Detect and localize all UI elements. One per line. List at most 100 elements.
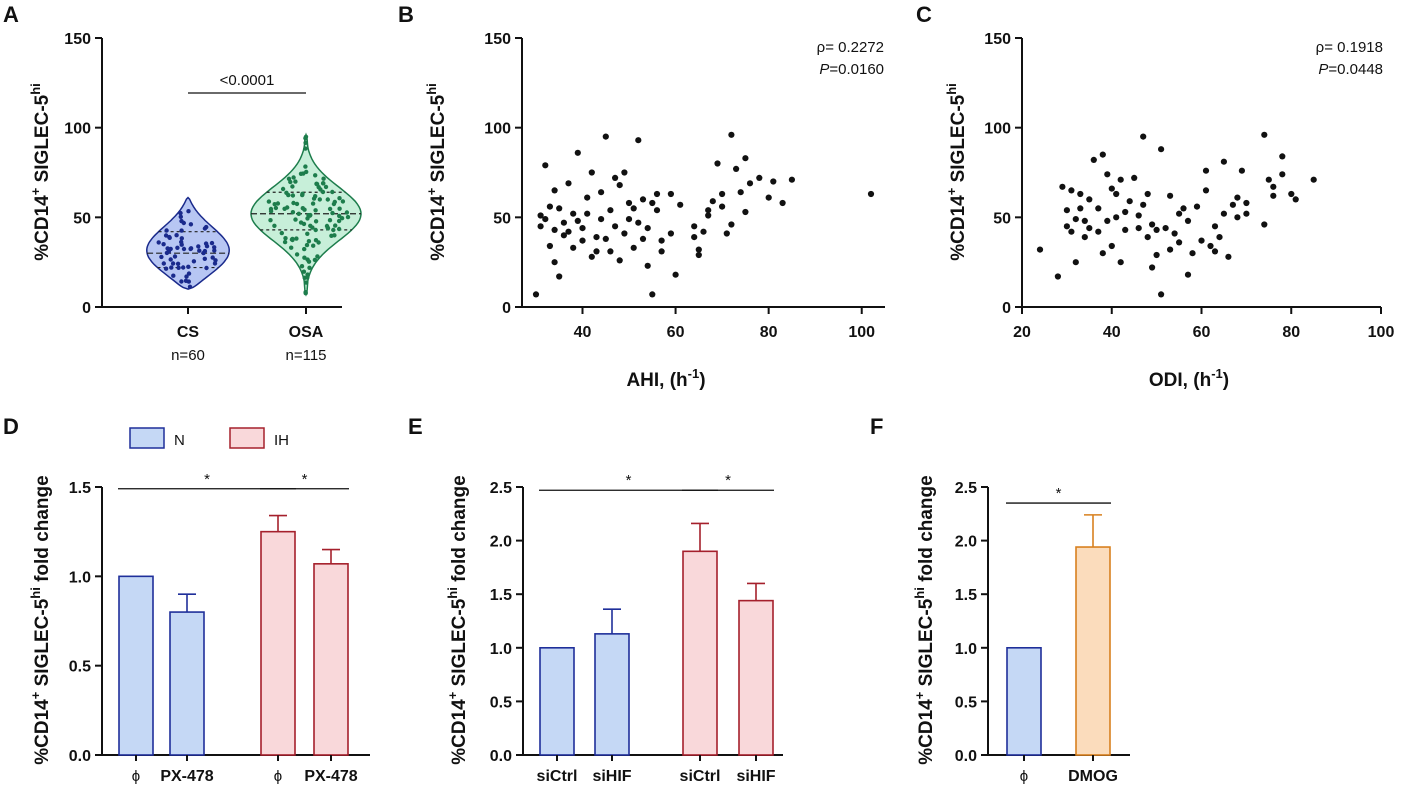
panel-b-x-tick-label: 100: [848, 324, 875, 341]
panel-c-point: [1167, 192, 1174, 199]
panel-c-point: [1140, 133, 1147, 140]
panel-b-point: [579, 225, 586, 232]
panel-b-point: [635, 137, 642, 144]
panel-a-dot: [302, 246, 307, 252]
panel-a-dot: [181, 220, 186, 226]
panel-a-dot: [312, 257, 318, 263]
panel-f-significance-label: *: [1056, 485, 1062, 502]
panel-a-dot: [340, 199, 346, 204]
panel-a-dot: [294, 201, 300, 207]
panel-a-dot: [311, 243, 316, 248]
panel-c-point: [1144, 190, 1151, 198]
panel-a-dot: [303, 290, 308, 295]
panel-a-dot: [186, 209, 191, 214]
panel-label-b: B: [398, 2, 414, 27]
panel-b-point: [542, 162, 549, 169]
panel-c-point: [1225, 253, 1232, 260]
panel-c-point: [1279, 171, 1286, 178]
panel-a-dot: [188, 246, 193, 252]
panel-c-point: [1288, 190, 1295, 198]
panel-a-dot: [307, 265, 312, 270]
panel-c-point: [1167, 246, 1174, 253]
panel-c-point: [1265, 176, 1272, 183]
panel-a-dot: [179, 228, 184, 233]
panel-a-dot: [313, 208, 318, 213]
panel-b-point: [537, 223, 544, 230]
panel-d-bar: [260, 530, 296, 756]
panel-b-point: [551, 187, 558, 194]
panel-b-point: [579, 237, 586, 244]
panel-a-dot: [304, 242, 310, 248]
panel-a-dot: [268, 209, 274, 214]
panel-c-point: [1090, 156, 1097, 163]
panel-b-point: [551, 259, 558, 266]
panel-b-point: [677, 201, 684, 208]
panel-b-point: [616, 182, 623, 189]
panel-a-dot: [268, 218, 273, 223]
panel-c-point: [1126, 198, 1133, 205]
panel-b-point: [649, 199, 656, 207]
panel-a-dot: [337, 206, 342, 211]
panel-b-point: [746, 180, 754, 187]
panel-c-point: [1140, 201, 1147, 208]
panel-c-point: [1122, 226, 1129, 233]
panel-b-x-tick-label: 40: [574, 324, 592, 341]
panel-c-point: [1176, 239, 1183, 246]
panel-a-dot: [272, 223, 277, 228]
panel-a-dot: [329, 233, 334, 238]
panel-b-point: [621, 230, 628, 237]
panel-b-x-tick-label: 60: [667, 324, 685, 341]
panel-f-y-tick-label: 2.0: [955, 534, 977, 551]
panel-a-dot: [168, 257, 173, 262]
panel-d-x-tick-label: ϕ: [274, 768, 282, 785]
panel-b-point: [653, 190, 661, 198]
panel-b-point: [867, 190, 875, 198]
panel-f-x-tick-label: ϕ: [1020, 768, 1028, 785]
panel-c-point: [1270, 192, 1277, 199]
panel-a-dot: [313, 227, 318, 233]
panel-d-bar: [118, 575, 154, 756]
panel-c-point: [1202, 167, 1210, 174]
panel-a-dot: [299, 264, 305, 269]
panel-e-y-tick-label: 2.5: [490, 480, 512, 497]
panel-b-point: [705, 212, 712, 219]
panel-c-point: [1279, 153, 1286, 160]
panel-e-y-tick-label: 1.5: [490, 587, 512, 604]
panel-c-pvalue: P=0.0448: [1318, 61, 1383, 78]
panel-a-dot: [333, 223, 338, 228]
panel-c-point: [1180, 205, 1187, 212]
panel-b-point: [691, 223, 698, 230]
panel-a-dot: [179, 242, 184, 247]
panel-e-significance-label: *: [725, 472, 731, 489]
panel-a-dot: [289, 245, 294, 250]
panel-d-x-tick-label: PX-478: [160, 768, 213, 785]
panel-b-point: [709, 198, 716, 205]
panel-c-point: [1171, 230, 1178, 237]
panel-f-y-tick-label: 1.0: [955, 641, 977, 658]
panel-label-e: E: [408, 414, 423, 439]
panel-c-y-tick-label: 150: [984, 31, 1011, 48]
panel-c-point: [1086, 225, 1093, 232]
panel-a-dot: [187, 284, 193, 289]
panel-e-significance-label: *: [626, 472, 632, 489]
panel-d-y-tick-label: 1.5: [69, 480, 91, 497]
panel-a-y-tick-label: 150: [64, 31, 91, 48]
panel-c-point: [1099, 151, 1106, 158]
panel-a-y-tick-label: 100: [64, 121, 91, 138]
panel-c-y-tick-label: 0: [1002, 300, 1011, 317]
panel-c-y-tick-label: 100: [984, 121, 1011, 138]
panel-a-dot: [306, 259, 312, 264]
panel-c-point: [1184, 271, 1192, 278]
panel-c-point: [1113, 214, 1120, 221]
panel-c-point: [1184, 217, 1192, 224]
panel-a-dot: [172, 254, 178, 259]
panel-c-y-axis-title: %CD14+ SIGLEC-5hi: [944, 83, 969, 261]
panel-c-point: [1059, 183, 1066, 190]
panel-a-dot: [279, 230, 284, 236]
panel-d-significance-label: *: [204, 471, 210, 488]
panel-d-bar: [313, 563, 349, 756]
panel-a-dot: [331, 201, 337, 207]
panel-c-point: [1158, 291, 1165, 298]
panel-e-x-tick-label: siCtrl: [680, 768, 721, 785]
panel-c-point: [1193, 203, 1201, 210]
